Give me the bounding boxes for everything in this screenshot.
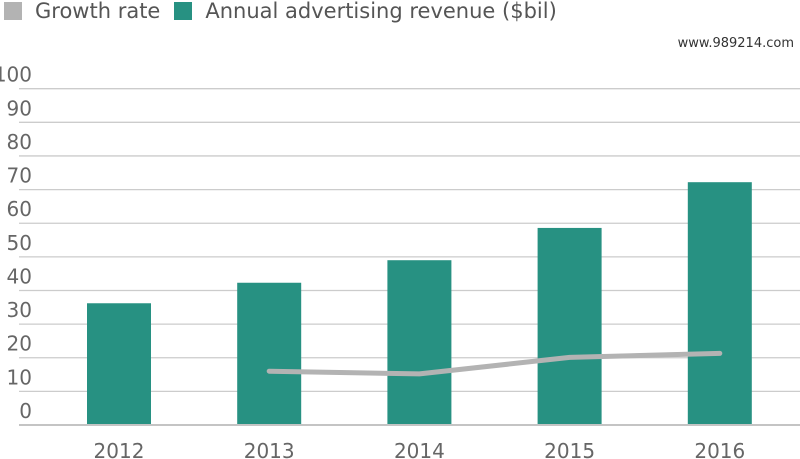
legend: Growth rate Annual advertising revenue (…: [4, 0, 571, 26]
y-tick-label: 0: [19, 399, 32, 423]
y-tick-label: 40: [7, 264, 32, 288]
x-tick-label: 2015: [544, 439, 595, 459]
bar-2014: [387, 260, 452, 425]
legend-label-growth-rate: Growth rate: [35, 0, 161, 23]
legend-swatch-growth-rate: [4, 2, 22, 20]
legend-swatch-revenue: [174, 2, 193, 20]
bar-2012: [87, 303, 151, 425]
y-tick-label: 90: [7, 96, 32, 120]
y-tick-label: 10: [7, 365, 32, 389]
growth-rate-line: [266, 350, 723, 377]
y-tick-label: 100: [0, 63, 32, 87]
x-tick-label: 2012: [94, 439, 145, 459]
legend-item-growth-rate: Growth rate: [4, 0, 160, 23]
y-tick-label: 70: [7, 164, 32, 188]
x-tick-label: 2014: [394, 439, 445, 459]
watermark: www.989214.com: [677, 36, 794, 51]
y-tick-label: 80: [7, 130, 32, 154]
legend-label-revenue: Annual advertising revenue ($bil): [205, 0, 557, 23]
y-tick-label: 50: [7, 231, 32, 255]
y-tick-label: 60: [7, 197, 32, 221]
bar-2013: [237, 282, 302, 425]
bar-2015: [537, 227, 602, 425]
x-tick-label: 2016: [694, 439, 745, 459]
bar-2016: [687, 182, 752, 425]
y-tick-label: 20: [7, 332, 32, 356]
x-tick-label: 2013: [244, 439, 295, 459]
y-tick-label: 30: [7, 298, 32, 322]
legend-item-revenue: Annual advertising revenue ($bil): [174, 0, 557, 23]
